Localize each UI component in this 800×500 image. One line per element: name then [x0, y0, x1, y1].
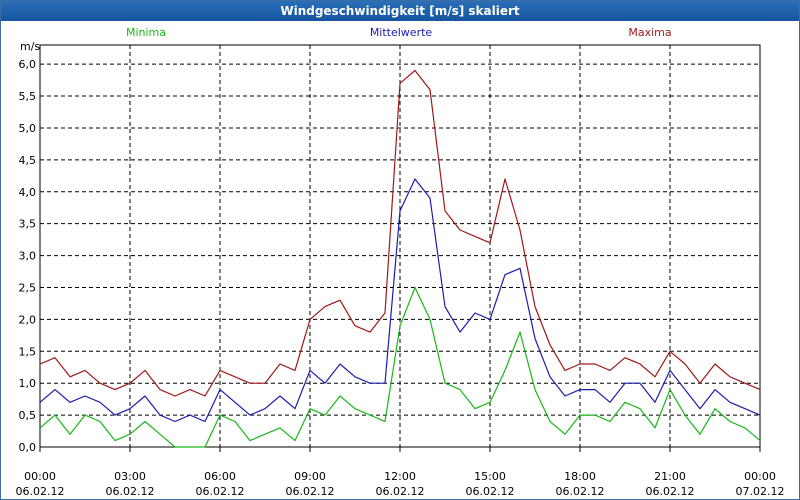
legend-mittelwerte: Mittelwerte: [370, 26, 433, 39]
x-tick-date: 06.02.12: [106, 485, 155, 498]
legend-minima: Minima: [126, 26, 166, 39]
series-line-minima: [39, 286, 761, 448]
x-tick-date: 07.02.12: [736, 485, 785, 498]
x-tick-time: 21:00: [654, 470, 686, 483]
y-tick-label: 6,0: [19, 58, 37, 71]
series-line-mittelwerte: [39, 178, 761, 423]
axes: 0,0 0,5 1,0 1,5 2,0 2,5 3,0 3,5 4,0 4,5 5,0 5,5 6,0 0…: [16, 58, 785, 498]
x-tick-date: 06.02.12: [376, 485, 425, 498]
y-tick-label: 3,5: [19, 218, 37, 231]
plot-area: [39, 44, 761, 448]
x-tick-time: 15:00: [474, 470, 506, 483]
x-tick-date: 06.02.12: [556, 485, 605, 498]
y-tick-label: 1,5: [19, 345, 37, 358]
y-tick-label: 4,5: [19, 154, 37, 167]
x-tick-date: 06.02.12: [646, 485, 695, 498]
x-tick-time: 03:00: [114, 470, 146, 483]
grid: [39, 44, 761, 448]
window-title: Windgeschwindigkeit [m/s] skaliert: [1, 1, 799, 21]
x-tick-time: 09:00: [294, 470, 326, 483]
x-tick-date: 06.02.12: [466, 485, 515, 498]
y-tick-label: 2,0: [19, 313, 37, 326]
x-tick-time: 12:00: [384, 470, 416, 483]
x-tick-time: 06:00: [204, 470, 236, 483]
y-tick-label: 5,5: [19, 90, 37, 103]
y-tick-label: 4,0: [19, 186, 37, 199]
x-tick-time: 00:00: [24, 470, 56, 483]
x-tick-date: 06.02.12: [286, 485, 335, 498]
y-tick-label: 0,0: [19, 441, 37, 454]
x-tick-time: 00:00: [744, 470, 776, 483]
y-tick-label: 2,5: [19, 281, 37, 294]
x-tick-time: 18:00: [564, 470, 596, 483]
y-tick-label: 1,0: [19, 377, 37, 390]
series-layer: [39, 69, 761, 448]
x-tick-date: 06.02.12: [196, 485, 245, 498]
x-tick-date: 06.02.12: [16, 485, 65, 498]
series-line-maxima: [39, 69, 761, 397]
y-axis-unit: m/s: [20, 40, 40, 53]
legend-maxima: Maxima: [628, 26, 671, 39]
y-tick-label: 0,5: [19, 409, 37, 422]
y-tick-label: 5,0: [19, 122, 37, 135]
y-tick-label: 3,0: [19, 250, 37, 263]
